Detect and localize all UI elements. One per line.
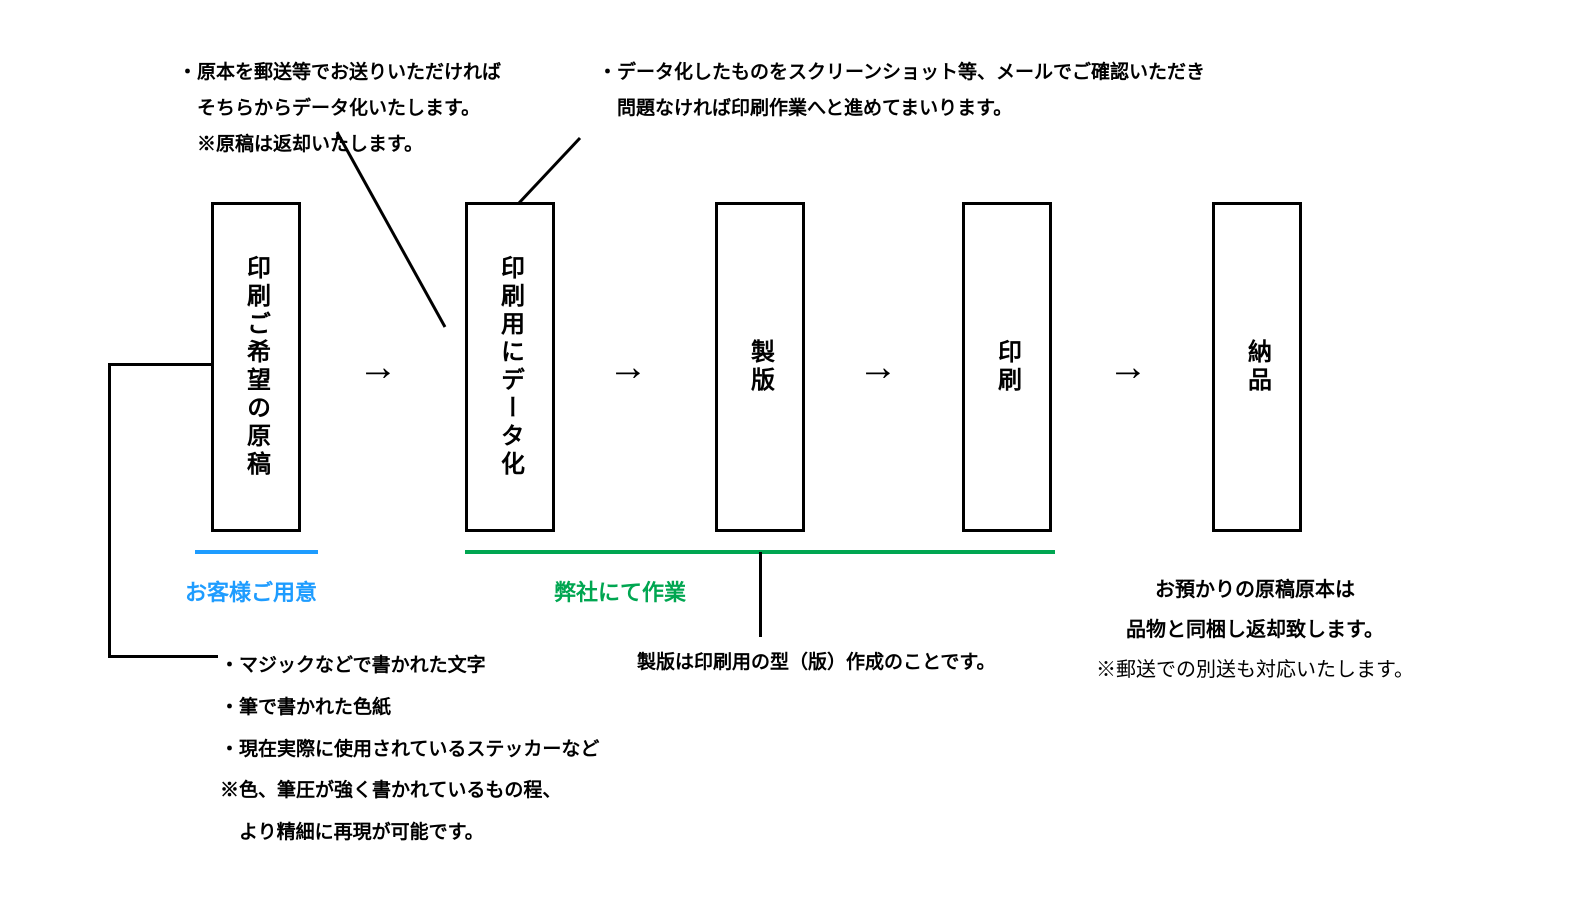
bracket-vert (108, 363, 111, 658)
callout-top-right: ・データ化したものをスクリーンショット等、メールでご確認いただき 問題なければ印… (598, 55, 1205, 127)
bottom-list-line3: ・現在実際に使用されているステッカーなど (220, 729, 599, 771)
bottom-list-line5: より精細に再現が可能です。 (220, 812, 599, 854)
callout-top-right-line2: 問題なければ印刷作業へと進めてまいります。 (598, 91, 1205, 127)
bottom-list-line1: ・マジックなどで書かれた文字 (220, 645, 599, 687)
label-customer: お客様ご用意 (185, 575, 317, 607)
bottom-list-line4: ※色、筆圧が強く書かれているもの程、 (220, 770, 599, 812)
flow-box-step5-label: 納品 (1240, 339, 1275, 395)
flow-box-step4: 印刷 (962, 202, 1052, 532)
bottom-list-line2: ・筆で書かれた色紙 (220, 687, 599, 729)
label-company: 弊社にて作業 (554, 575, 686, 607)
plate-note: 製版は印刷用の型（版）作成のことです。 (637, 645, 996, 681)
flow-box-step2: 印刷用にデータ化 (465, 202, 555, 532)
arrow-1: → (358, 345, 398, 390)
delivery-line3: ※郵送での別送も対応いたします。 (1055, 650, 1455, 690)
flow-box-step5: 納品 (1212, 202, 1302, 532)
callout-top-left-line2: そちらからデータ化いたします。 (178, 91, 501, 127)
delivery-note: お預かりの原稿原本は 品物と同梱し返却致します。 ※郵送での別送も対応いたします… (1055, 570, 1455, 690)
callout-top-left-line3: ※原稿は返却いたします。 (178, 127, 501, 163)
flow-box-step2-label: 印刷用にデータ化 (493, 255, 528, 479)
arrow-2: → (608, 345, 648, 390)
arrow-3: → (858, 345, 898, 390)
flow-box-step3-label: 製版 (743, 339, 778, 395)
underline-customer (195, 550, 318, 554)
flow-box-step3: 製版 (715, 202, 805, 532)
callout-top-left: ・原本を郵送等でお送りいただければ そちらからデータ化いたします。 ※原稿は返却… (178, 55, 501, 163)
callout-top-left-line1: ・原本を郵送等でお送りいただければ (178, 55, 501, 91)
bracket-top (108, 363, 211, 366)
flow-box-step1: 印刷ご希望の原稿 (211, 202, 301, 532)
callout-top-right-line1: ・データ化したものをスクリーンショット等、メールでご確認いただき (598, 55, 1205, 91)
bracket-bot (108, 655, 218, 658)
delivery-line2: 品物と同梱し返却致します。 (1055, 610, 1455, 650)
plate-connector (759, 552, 762, 637)
flow-box-step4-label: 印刷 (990, 339, 1025, 395)
delivery-line1: お預かりの原稿原本は (1055, 570, 1455, 610)
flow-box-step1-label: 印刷ご希望の原稿 (239, 255, 274, 479)
arrow-4: → (1108, 345, 1148, 390)
callout-bottom-list: ・マジックなどで書かれた文字 ・筆で書かれた色紙 ・現在実際に使用されているステ… (220, 645, 599, 854)
